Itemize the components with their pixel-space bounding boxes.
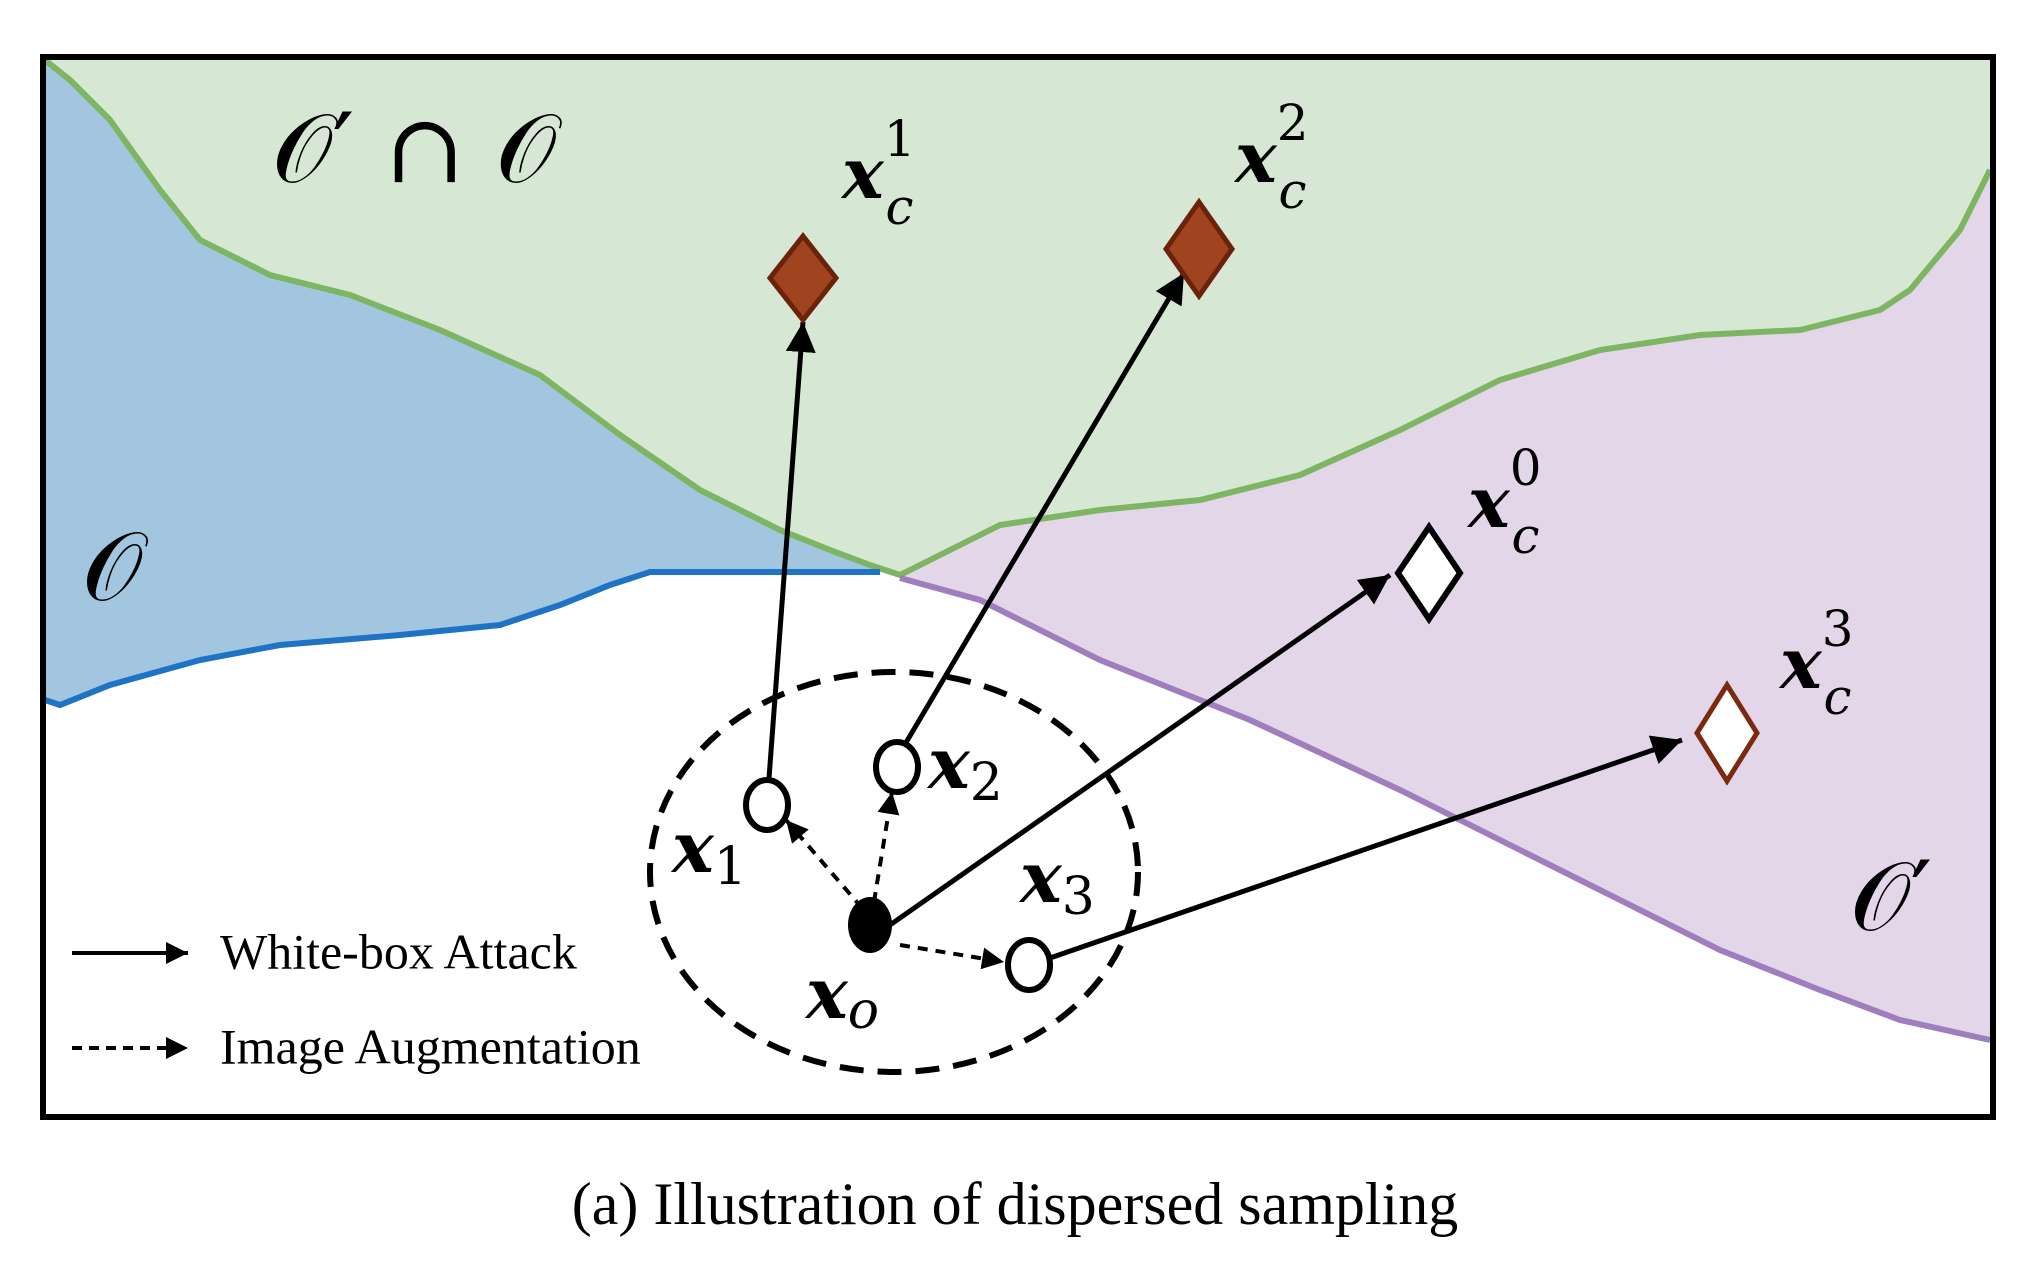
legend-augmentation-text: Image Augmentation	[220, 1018, 641, 1074]
region-o-prime	[900, 170, 1990, 1040]
label-x2: x2	[926, 722, 1003, 813]
label-xc3: x3 c	[1778, 600, 1854, 726]
point-x3	[1005, 937, 1053, 993]
diagram-frame	[40, 54, 1996, 1120]
region-intersection	[45, 60, 1990, 575]
legend-white-box-text: White-box Attack	[220, 923, 577, 979]
augment-arrow-xo-to-x3	[899, 943, 1005, 970]
augment-arrow-xo-to-x1	[784, 818, 864, 910]
figure-caption: (a) Illustration of dispersed sampling	[571, 1171, 1459, 1237]
attack-arrow-x2-to-xc2	[901, 271, 1187, 748]
target-xc3	[1694, 680, 1760, 786]
augment-arrow-xo-to-x2	[872, 791, 900, 903]
region-o	[45, 60, 900, 705]
label-xo: xo	[804, 952, 879, 1041]
label-x3: x3	[1018, 836, 1095, 927]
label-xc0: x0 c	[1466, 439, 1542, 565]
label-o: 𝒪	[82, 511, 149, 623]
label-x1: x1	[670, 806, 747, 897]
legend: White-box Attack Image Augmentation	[72, 923, 641, 1074]
boundary-o-prime	[899, 575, 1991, 1043]
label-o-prime: 𝒪′	[1850, 841, 1932, 953]
augmentation-neighborhood	[647, 669, 1141, 1075]
attack-arrow-x3-to-xc3	[1049, 735, 1683, 961]
point-x2	[873, 739, 921, 795]
label-intersection: 𝒪′ ∩ 𝒪	[272, 93, 563, 205]
target-xc0	[1394, 521, 1464, 625]
label-xc1: x1 c	[840, 110, 916, 236]
label-xc2: x2 c	[1233, 94, 1309, 220]
point-xo	[848, 897, 892, 953]
attack-arrow-xo-to-xc0	[888, 572, 1392, 928]
target-xc2	[1162, 197, 1236, 301]
point-x1	[743, 777, 791, 833]
attack-arrow-x1-to-xc1	[764, 321, 816, 806]
target-xc1	[766, 231, 840, 325]
boundary-intersection	[43, 57, 1993, 579]
boundary-o	[44, 569, 880, 709]
